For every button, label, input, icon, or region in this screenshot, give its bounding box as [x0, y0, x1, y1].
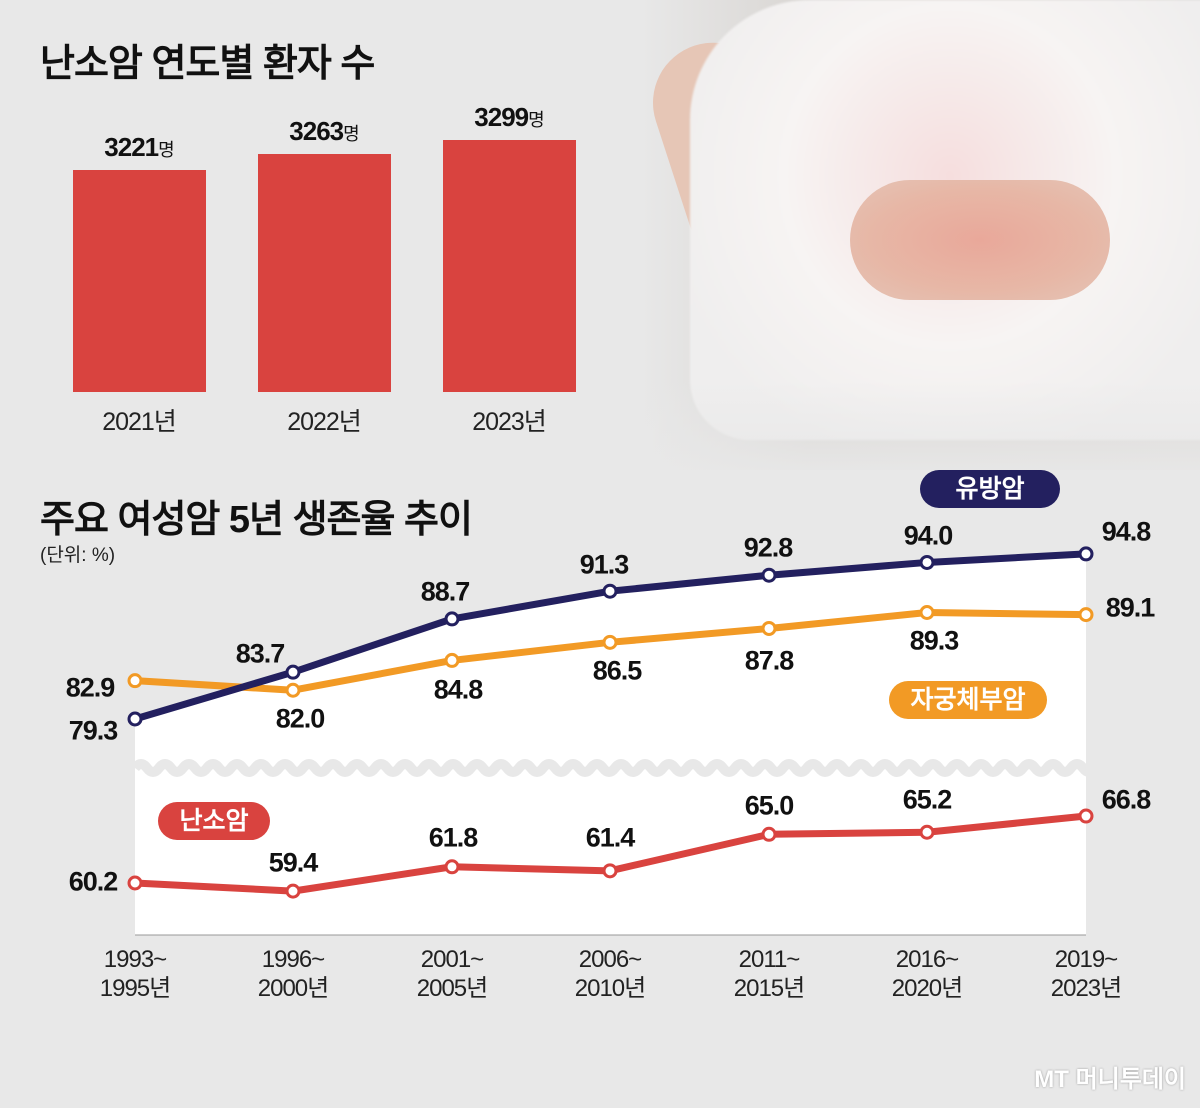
data-point	[444, 859, 460, 875]
x-tick-label: 1993~ 1995년	[99, 946, 171, 1002]
data-point	[127, 711, 143, 727]
logo: MT 머니투데이	[1034, 1066, 1186, 1093]
data-point	[761, 620, 777, 636]
data-label: 94.0	[903, 520, 954, 551]
x-tick-label: 2011~ 2015년	[733, 946, 805, 1002]
data-point	[1078, 607, 1094, 623]
plot-area	[135, 553, 1086, 935]
data-point	[444, 652, 460, 668]
axis-break	[131, 759, 1099, 777]
data-label: 89.3	[909, 625, 960, 656]
legend-breast: 유방암	[920, 470, 1060, 508]
bar-chart-title: 난소암 연도별 환자 수	[40, 43, 375, 85]
data-label: 94.8	[1101, 516, 1152, 547]
data-label: 61.4	[585, 822, 636, 853]
data-point	[127, 673, 143, 689]
data-label: 91.3	[579, 549, 630, 580]
bar	[73, 170, 206, 392]
bar-value-label: 3299명	[474, 101, 544, 132]
data-label: 86.5	[592, 655, 643, 686]
data-label: 61.8	[428, 822, 479, 853]
x-tick-label: 2019~ 2023년	[1050, 946, 1122, 1002]
data-point	[1078, 546, 1094, 562]
data-point	[761, 567, 777, 583]
x-tick-label: 1996~ 2000년	[257, 946, 329, 1002]
bar-category-label: 2022년	[287, 408, 362, 436]
data-label: 83.7	[235, 638, 286, 669]
legend-ovarian: 난소암	[158, 802, 270, 840]
data-point	[444, 611, 460, 627]
data-point	[919, 554, 935, 570]
bar	[258, 153, 391, 392]
data-point	[919, 824, 935, 840]
bar-value-label: 3221명	[104, 132, 174, 162]
data-point	[919, 605, 935, 620]
data-label: 82.9	[65, 672, 116, 703]
data-label: 92.8	[743, 532, 794, 563]
data-point	[602, 863, 618, 879]
data-label: 59.4	[268, 847, 319, 878]
data-label: 66.8	[1101, 784, 1152, 815]
legend-uterine: 자궁체부암	[889, 681, 1047, 719]
bar-category-label: 2023년	[472, 408, 547, 436]
data-label: 88.7	[420, 576, 471, 607]
data-point	[1078, 808, 1094, 824]
data-point	[127, 875, 143, 891]
data-label: 82.0	[275, 703, 326, 734]
x-tick-label: 2001~ 2005년	[416, 946, 488, 1002]
data-label: 84.8	[433, 674, 484, 705]
data-point	[602, 634, 618, 650]
data-label: 65.0	[744, 790, 795, 821]
data-label: 79.3	[68, 715, 119, 746]
data-point	[285, 883, 301, 899]
x-tick-label: 2006~ 2010년	[574, 946, 646, 1002]
photo-fade	[640, 380, 1200, 480]
data-label: 89.1	[1105, 592, 1156, 623]
bar	[443, 139, 576, 392]
data-point	[761, 826, 777, 842]
data-point	[285, 682, 301, 698]
photo-hands	[850, 180, 1110, 300]
data-label: 87.8	[744, 645, 795, 676]
data-label: 65.2	[902, 784, 953, 815]
x-tick-label: 2016~ 2020년	[891, 946, 963, 1002]
data-point	[285, 664, 301, 680]
bar-category-label: 2021년	[102, 408, 177, 436]
line-chart-title: 주요 여성암 5년 생존율 추이	[40, 499, 473, 541]
bar-value-label: 3263명	[289, 115, 359, 146]
data-point	[602, 583, 618, 599]
unit-label: (단위: %)	[40, 545, 116, 566]
data-label: 60.2	[68, 866, 119, 897]
